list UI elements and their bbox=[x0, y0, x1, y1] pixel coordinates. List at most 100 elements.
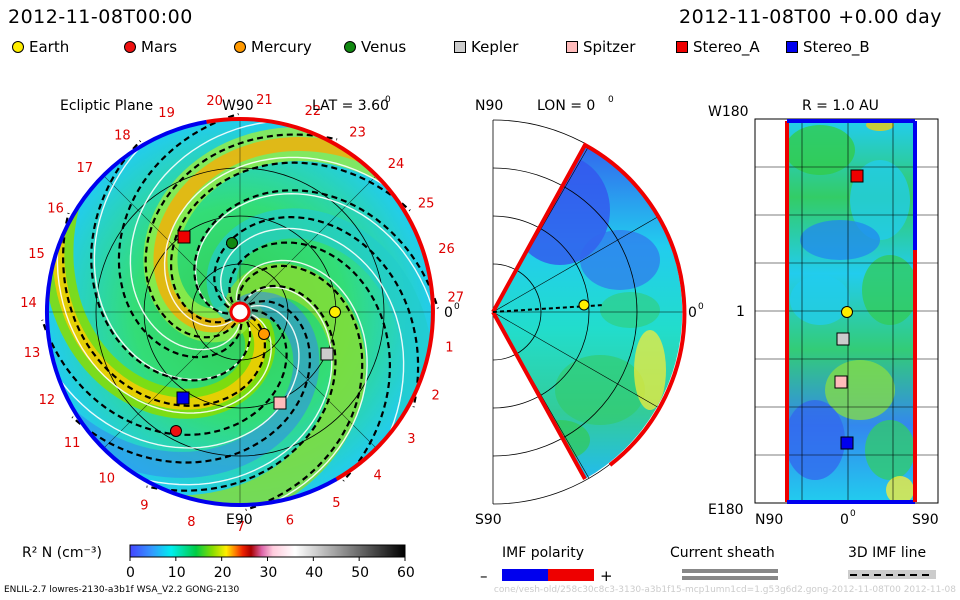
imf-field-line bbox=[117, 112, 243, 359]
sector-number: 6 bbox=[286, 514, 294, 529]
sector-number: 20 bbox=[206, 94, 223, 109]
legend-label: Stereo_B bbox=[803, 38, 870, 56]
density-patch bbox=[850, 160, 910, 240]
density-patch bbox=[866, 121, 894, 131]
meridional-rim-lower bbox=[491, 311, 587, 480]
object-marker bbox=[177, 230, 191, 244]
imf-field-line bbox=[90, 140, 252, 382]
current-sheet-line bbox=[56, 241, 272, 414]
colorbar-gradient bbox=[129, 544, 406, 558]
radial-density bbox=[787, 121, 915, 502]
colorbar-tick-label: 60 bbox=[397, 565, 415, 581]
legend-label: Mars bbox=[141, 38, 178, 56]
imf-field-line bbox=[41, 309, 288, 436]
density-patch bbox=[862, 255, 915, 325]
spacecraft-markers bbox=[170, 230, 341, 437]
radial-markers bbox=[834, 169, 864, 450]
sector-number: 8 bbox=[187, 515, 195, 530]
current-sheet-line bbox=[163, 156, 393, 328]
radial-x-mid: 0 bbox=[840, 512, 849, 528]
imf-field-line bbox=[61, 212, 267, 407]
object-marker bbox=[273, 396, 287, 410]
imf-negative-swatch bbox=[502, 569, 548, 581]
imf-field-line bbox=[71, 300, 312, 464]
object-marker bbox=[258, 328, 270, 340]
sector-number: 18 bbox=[114, 129, 131, 144]
object-marker bbox=[170, 425, 182, 437]
radial-x-mid-superscript: 0 bbox=[850, 509, 856, 519]
colorbar-label: R² N (cm⁻³) bbox=[22, 545, 102, 561]
legend-label: Venus bbox=[361, 38, 407, 56]
imf-field-line bbox=[169, 161, 411, 324]
legend-marker bbox=[234, 41, 246, 53]
current-sheet-line bbox=[219, 227, 405, 442]
ecliptic-top-label: W90 bbox=[222, 98, 254, 114]
polarity-arc bbox=[206, 116, 435, 481]
legend-marker bbox=[566, 41, 578, 53]
imf-legend: IMF polarity – + Current sheath 3D IMF l… bbox=[480, 545, 936, 585]
legend-label: Earth bbox=[29, 38, 70, 56]
sector-number: 22 bbox=[305, 104, 322, 119]
legend-marker bbox=[12, 41, 24, 53]
radial-bottom-left: E180 bbox=[708, 502, 744, 518]
colorbar-tick-label: 10 bbox=[168, 565, 186, 581]
ecliptic-right-superscript: 0 bbox=[454, 302, 460, 312]
imf-positive-swatch bbox=[548, 569, 594, 581]
meridional-earth-marker bbox=[578, 299, 590, 311]
object-marker bbox=[226, 237, 238, 249]
imf-field-line bbox=[193, 189, 440, 315]
legend-label: Kepler bbox=[471, 38, 519, 56]
imf-lines bbox=[41, 112, 440, 511]
radial-title: R = 1.0 AU bbox=[802, 98, 879, 114]
sector-number: 4 bbox=[374, 468, 382, 483]
legend-label: Stereo_A bbox=[693, 38, 760, 56]
sector-number: 23 bbox=[349, 126, 366, 141]
colorbar-tick-label: 30 bbox=[260, 565, 278, 581]
sector-number: 12 bbox=[39, 393, 56, 408]
imf-field-line bbox=[228, 241, 392, 482]
colorbar-tick-label: 50 bbox=[351, 565, 369, 581]
legend-marker bbox=[454, 41, 466, 53]
legend-item-stereo-b: Stereo_B bbox=[786, 38, 870, 56]
polarity-rim bbox=[45, 116, 435, 507]
current-sheet-line bbox=[235, 259, 368, 506]
current-sheet-line bbox=[129, 120, 279, 351]
sector-number: 1 bbox=[445, 341, 453, 356]
legend-label: Mercury bbox=[251, 38, 312, 56]
legend-marker bbox=[676, 41, 688, 53]
density-patch bbox=[865, 420, 915, 480]
density-patch bbox=[580, 230, 660, 290]
ecliptic-right-label: 0 bbox=[444, 305, 453, 321]
density-patch bbox=[555, 355, 645, 425]
legend-item-mars: Mars bbox=[124, 38, 177, 56]
object-marker bbox=[841, 306, 853, 318]
density-patch bbox=[825, 360, 895, 420]
sector-number: 16 bbox=[47, 201, 64, 216]
sector-number: 7 bbox=[237, 520, 245, 535]
imf-field-line bbox=[146, 284, 337, 492]
meridional-right-label: 0 bbox=[688, 305, 697, 321]
radial-middle-left: 1 bbox=[736, 304, 745, 320]
sector-number: 2 bbox=[432, 388, 440, 403]
current-sheath-line-2 bbox=[682, 576, 778, 580]
sector-number: 3 bbox=[407, 432, 415, 447]
legend-label: Spitzer bbox=[583, 38, 636, 56]
meridional-radial-line bbox=[492, 311, 660, 409]
object-marker bbox=[836, 332, 850, 346]
ecliptic-bottom-label: E90 bbox=[226, 512, 253, 528]
legend: Earth Mars Mercury Venus Kepler Spitzer Stereo… bbox=[0, 38, 960, 60]
imf-line-label: 3D IMF line bbox=[848, 545, 926, 561]
imf-minus: – bbox=[480, 567, 488, 585]
colorbar-tick-label: 20 bbox=[214, 565, 232, 581]
colorbar-ticks: 0 10 20 30 40 50 60 bbox=[126, 557, 415, 581]
current-sheath-line-1 bbox=[682, 569, 778, 573]
legend-marker bbox=[786, 41, 798, 53]
radial-x-right: S90 bbox=[912, 512, 939, 528]
meridional-right-superscript: 0 bbox=[698, 302, 704, 312]
sector-number: 27 bbox=[448, 291, 465, 306]
timestamp-right: 2012-11-08T00 +0.00 day bbox=[679, 6, 942, 28]
footer-model-info: ENLIL-2.7 lowres-2130-a3b1f WSA_V2.2 GON… bbox=[4, 585, 240, 595]
